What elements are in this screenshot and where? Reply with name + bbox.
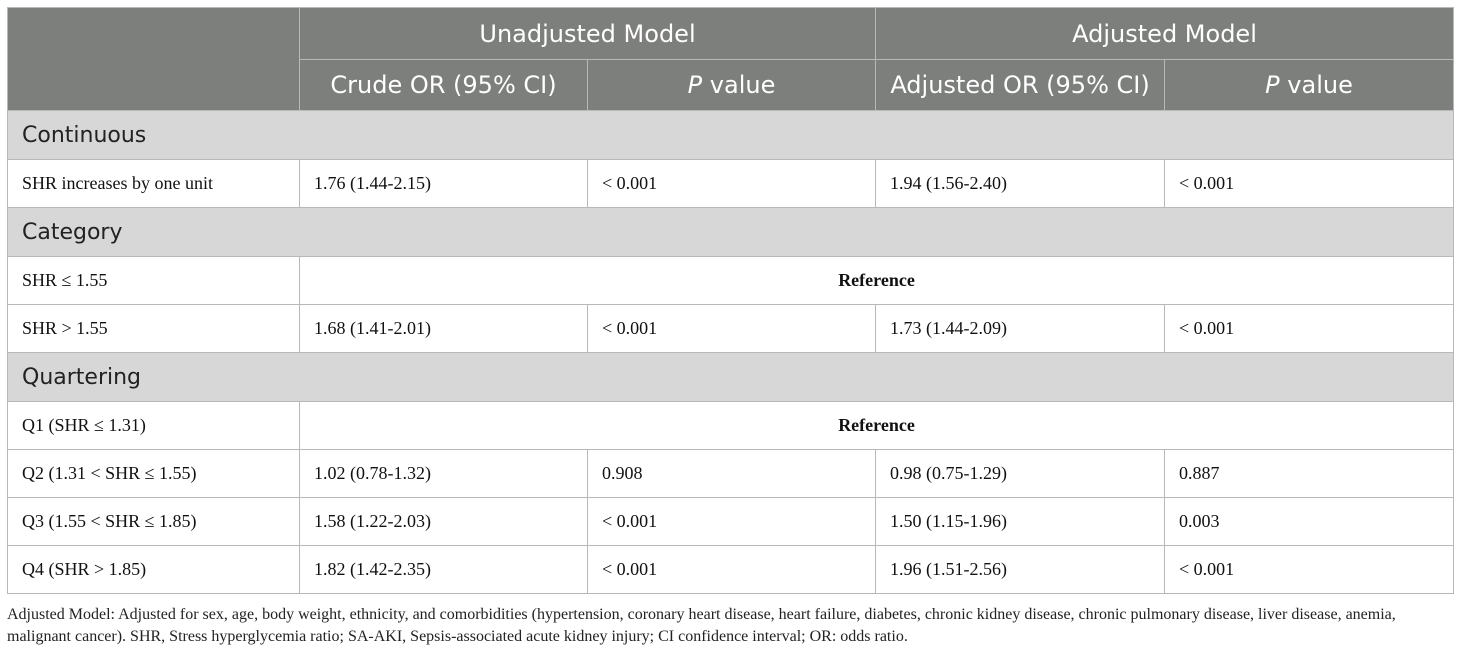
table-row: Q3 (1.55 < SHR ≤ 1.85) 1.58 (1.22-2.03) … bbox=[7, 497, 1455, 546]
header-p-value-unadjusted: P value bbox=[586, 59, 877, 111]
section-row-quartering: Quartering bbox=[6, 352, 1455, 402]
crude-or-cell: 1.02 (0.78-1.32) bbox=[299, 449, 588, 498]
row-label: SHR increases by one unit bbox=[7, 159, 300, 208]
table-footnote: Adjusted Model: Adjusted for sex, age, b… bbox=[7, 606, 1396, 645]
p-value-text: value bbox=[702, 71, 776, 99]
section-label: Quartering bbox=[6, 352, 1455, 402]
reference-cell: Reference bbox=[298, 401, 1455, 450]
crude-or-cell: 1.82 (1.42-2.35) bbox=[299, 545, 588, 594]
section-row-category: Category bbox=[6, 207, 1455, 257]
adjusted-or-cell: 1.73 (1.44-2.09) bbox=[875, 304, 1166, 353]
section-row-continuous: Continuous bbox=[6, 110, 1455, 160]
table-row: SHR > 1.55 1.68 (1.41-2.01) < 0.001 1.73… bbox=[7, 304, 1455, 353]
adjusted-or-cell: 1.50 (1.15-1.96) bbox=[875, 497, 1166, 546]
p-value-cell: < 0.001 bbox=[1164, 159, 1455, 208]
row-label: Q3 (1.55 < SHR ≤ 1.85) bbox=[7, 497, 300, 546]
row-label: Q2 (1.31 < SHR ≤ 1.55) bbox=[7, 449, 300, 498]
p-italic: P bbox=[687, 71, 703, 99]
odds-ratio-table: Unadjusted Model Adjusted Model Crude OR… bbox=[6, 7, 1455, 594]
row-label: Q4 (SHR > 1.85) bbox=[7, 545, 300, 594]
p-value-cell: < 0.001 bbox=[1164, 304, 1455, 353]
header-row-groups: Unadjusted Model Adjusted Model bbox=[7, 7, 1455, 111]
p-value-cell: < 0.001 bbox=[586, 304, 877, 353]
section-label: Continuous bbox=[6, 110, 1455, 160]
header-blank-cell bbox=[7, 7, 300, 111]
p-value-cell: < 0.001 bbox=[586, 159, 877, 208]
adjusted-or-cell: 0.98 (0.75-1.29) bbox=[875, 449, 1166, 498]
header-row-columns: Crude OR (95% CI) P value Adjusted OR (9… bbox=[8, 59, 1455, 111]
p-value-cell: 0.908 bbox=[586, 449, 877, 498]
header-unadjusted-model: Unadjusted Model bbox=[298, 7, 877, 60]
p-value-cell: 0.887 bbox=[1164, 449, 1455, 498]
p-value-text: value bbox=[1279, 71, 1353, 99]
header-p-value-adjusted: P value bbox=[1164, 59, 1455, 111]
table-row: Q1 (SHR ≤ 1.31) Reference bbox=[7, 401, 1455, 450]
crude-or-cell: 1.68 (1.41-2.01) bbox=[299, 304, 588, 353]
crude-or-cell: 1.76 (1.44-2.15) bbox=[299, 159, 588, 208]
p-value-cell: < 0.001 bbox=[586, 545, 877, 594]
section-label: Category bbox=[6, 207, 1455, 257]
adjusted-or-cell: 1.96 (1.51-2.56) bbox=[875, 545, 1166, 594]
table-row: Q2 (1.31 < SHR ≤ 1.55) 1.02 (0.78-1.32) … bbox=[7, 449, 1455, 498]
table-row: SHR increases by one unit 1.76 (1.44-2.1… bbox=[7, 159, 1455, 208]
adjusted-or-cell: 1.94 (1.56-2.40) bbox=[875, 159, 1166, 208]
p-value-cell: 0.003 bbox=[1164, 497, 1455, 546]
header-adjusted-or: Adjusted OR (95% CI) bbox=[875, 59, 1166, 111]
row-label: SHR > 1.55 bbox=[7, 304, 300, 353]
header-crude-or: Crude OR (95% CI) bbox=[299, 59, 588, 111]
row-label: SHR ≤ 1.55 bbox=[7, 256, 300, 305]
reference-cell: Reference bbox=[298, 256, 1455, 305]
table-row: SHR ≤ 1.55 Reference bbox=[7, 256, 1455, 305]
p-italic: P bbox=[1265, 71, 1280, 99]
crude-or-cell: 1.58 (1.22-2.03) bbox=[299, 497, 588, 546]
row-label: Q1 (SHR ≤ 1.31) bbox=[7, 401, 300, 450]
table-row: Q4 (SHR > 1.85) 1.82 (1.42-2.35) < 0.001… bbox=[7, 545, 1455, 594]
header-adjusted-model: Adjusted Model bbox=[875, 7, 1455, 60]
p-value-cell: < 0.001 bbox=[1164, 545, 1455, 594]
p-value-cell: < 0.001 bbox=[586, 497, 877, 546]
